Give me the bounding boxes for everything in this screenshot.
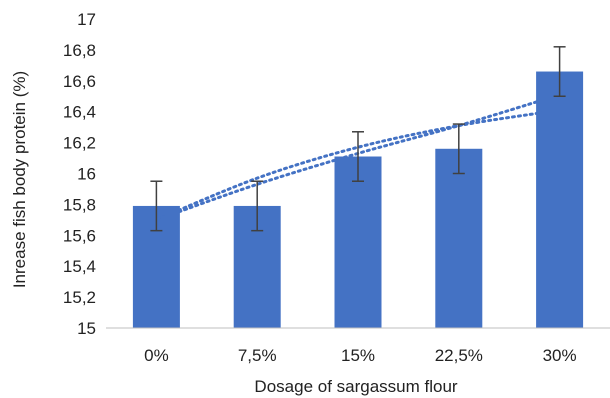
y-tick-label: 16,8 xyxy=(63,41,96,60)
error-bars xyxy=(150,46,566,232)
y-tick-label: 16,2 xyxy=(63,134,96,153)
error-bar xyxy=(150,180,163,232)
x-tick-label: 15% xyxy=(341,346,375,365)
x-tick-label: 30% xyxy=(543,346,577,365)
error-bar xyxy=(251,180,264,232)
error-bar xyxy=(352,131,364,182)
y-tick-label: 15,2 xyxy=(63,288,96,307)
bar xyxy=(536,71,584,328)
bar xyxy=(435,148,483,328)
y-tick-label: 15,8 xyxy=(63,195,96,214)
y-axis-title: Inrease fish body protein (%) xyxy=(10,71,29,288)
bars xyxy=(132,71,584,328)
x-tick-labels: 0% 7,5% 15% 22,5% 30% xyxy=(144,346,577,365)
x-tick-label: 0% xyxy=(144,346,169,365)
x-axis-title: Dosage of sargassum flour xyxy=(254,377,457,396)
y-tick-label: 15 xyxy=(77,319,96,338)
y-tick-labels: 15 15,2 15,4 15,6 15,8 16 16,2 16,4 16,6 16,8 17 xyxy=(63,10,96,338)
y-tick-label: 15,4 xyxy=(63,257,96,276)
bar xyxy=(334,156,382,328)
y-tick-label: 17 xyxy=(77,10,96,29)
x-tick-label: 7,5% xyxy=(238,346,277,365)
x-tick-label: 22,5% xyxy=(435,346,483,365)
y-tick-label: 16,6 xyxy=(63,72,96,91)
y-tick-label: 16,4 xyxy=(63,103,96,122)
y-tick-label: 16 xyxy=(77,165,96,184)
error-bar xyxy=(553,46,566,97)
error-bar xyxy=(452,123,465,175)
y-tick-label: 15,6 xyxy=(63,226,96,245)
